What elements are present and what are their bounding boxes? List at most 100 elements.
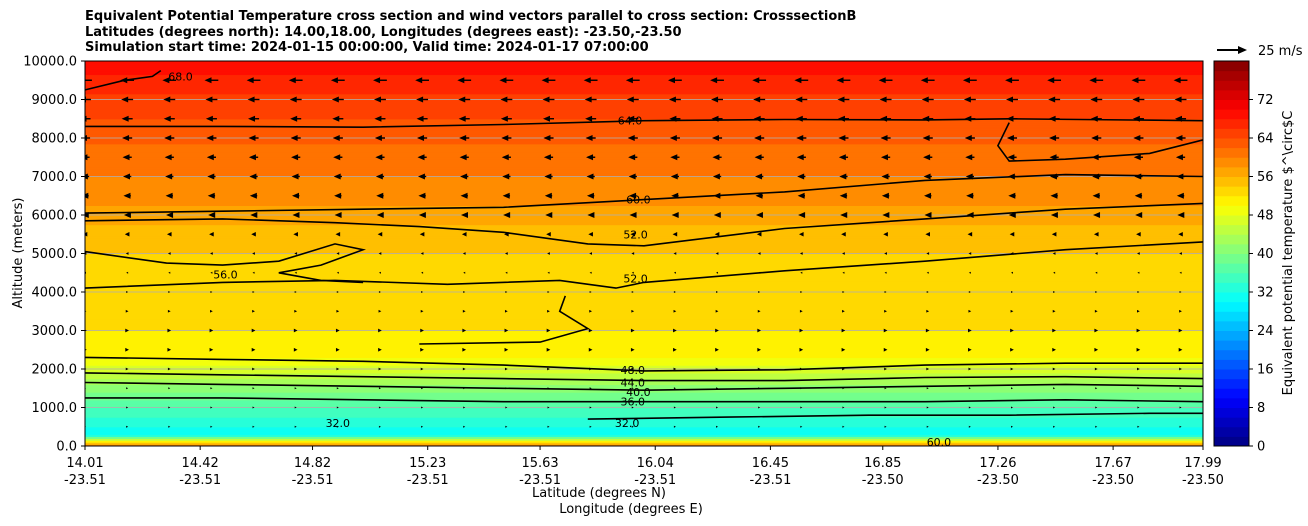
contour-line-64 [996,122,1203,162]
x-tick-label-lat: 14.82 [294,456,331,471]
theta-e-band [85,428,1203,432]
theta-e-band [85,299,1203,303]
wind-vector [504,231,509,237]
wind-vector [544,173,553,180]
theta-e-band [85,380,1203,384]
wind-vector-head [800,271,803,274]
wind-vector [1050,192,1058,199]
wind-vector-head [1095,406,1098,409]
wind-vector [415,77,429,84]
theta-e-band [85,270,1203,274]
wind-vector-head [336,387,339,390]
theta-e-band [85,215,1203,218]
wind-vector-head [587,212,595,218]
wind-vector-head [162,77,170,84]
wind-vector [294,309,298,313]
wind-vector-head [167,252,171,255]
wind-vector-head [1052,309,1056,313]
wind-vector [1179,387,1182,390]
wind-vector-head [168,387,171,390]
wind-vector [716,406,719,409]
wind-vector [757,309,761,313]
colorbar-swatch [1214,349,1249,360]
theta-e-band [85,343,1203,347]
theta-e-band [85,336,1203,339]
wind-vector-head [85,77,86,84]
wind-vector [878,77,893,84]
wind-vector-head [838,154,846,161]
wind-vector-head [589,309,593,313]
wind-vector [547,387,550,390]
wind-vector [1053,271,1056,274]
wind-vector-head [417,154,425,161]
wind-vector-head [336,309,340,313]
wind-vector-head [840,212,848,218]
wind-vector [589,425,592,428]
wind-vector-head [1047,77,1055,84]
wind-vector-head [753,115,761,122]
wind-vector [797,192,805,199]
wind-vector [755,212,763,218]
wind-vector [667,77,682,84]
theta-e-band [85,86,1203,89]
theta-e-band [85,363,1203,366]
wind-vector-head [85,154,88,161]
wind-vector [1133,154,1143,161]
theta-e-band [85,78,1203,81]
wind-vector-head [589,387,592,390]
theta-e-band [85,407,1203,411]
wind-vector [126,406,129,409]
wind-vector-head [631,387,634,390]
theta-e-band [85,415,1203,418]
wind-vector [884,291,887,293]
wind-vector [754,154,764,161]
wind-vector [334,192,342,199]
wind-vector [463,406,466,409]
wind-vector-head [881,173,889,180]
wind-vector-head [461,231,467,237]
wind-vector-head [163,96,171,103]
wind-vector-head [505,425,508,428]
wind-vector-head [842,367,845,371]
wind-vector [168,387,171,390]
wind-vector [1092,173,1101,180]
wind-vector-head [332,115,340,122]
theta-e-band [85,372,1203,376]
wind-vector [968,425,971,428]
y-tick-label: 2000.0 [32,363,78,378]
wind-vector-head [667,77,675,84]
wind-vector-head [1010,309,1014,313]
contour-label: 48.0 [621,364,646,377]
wind-vector-head [629,212,637,218]
wind-vector-head [252,367,255,371]
wind-vector-head [1094,328,1099,333]
wind-vector-head [335,347,340,352]
wind-vector-head [122,154,130,161]
wind-vector [926,406,929,409]
wind-vector [925,328,930,333]
wind-vector-head [126,387,129,390]
wind-vector [500,96,513,103]
wind-vector [836,77,851,84]
wind-vector [758,425,761,428]
theta-e-band [85,164,1203,168]
wind-vector-head [460,192,468,199]
wind-vector-head [926,271,929,274]
wind-vector-head [588,347,593,352]
theta-e-band [85,307,1203,310]
wind-vector [711,96,724,103]
wind-vector [1053,425,1056,428]
wind-vector [796,135,807,141]
wind-vector-head [168,406,171,409]
wind-vector [799,252,803,255]
wind-vector [334,212,342,218]
wind-vector [841,328,846,333]
wind-vector-head [378,425,381,428]
theta-e-band [85,374,1203,378]
wind-vector-head [167,309,171,313]
wind-vector-head [210,425,213,428]
wind-vector-head [631,425,634,428]
colorbar-swatch [1214,397,1249,408]
y-tick-label: 9000.0 [32,93,78,108]
